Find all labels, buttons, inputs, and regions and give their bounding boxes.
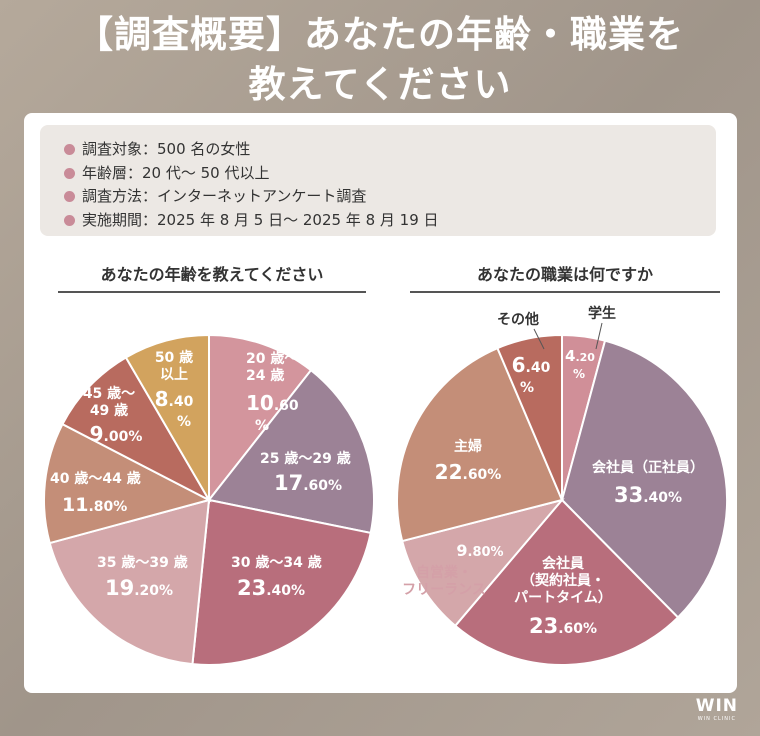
pie-0-label-2-value: 23.40% xyxy=(237,576,305,600)
pie-0-label-5-name: 49 歳 xyxy=(90,402,128,419)
pie-1-label-4-name: 主婦 xyxy=(454,438,482,455)
pie-charts: 20 歳〜24 歳 10.60% 25 歳〜29 歳 17.60% 30 歳〜34 歳 2… xyxy=(43,305,728,666)
win-clinic-logo: WIN WIN CLINIC xyxy=(696,696,738,722)
pie-0-label-5-value: 9.00% xyxy=(90,422,143,446)
pie-0-label-6-value: 8.40 xyxy=(155,387,194,411)
pie-1-slice-2 xyxy=(453,498,680,666)
svg-text:%: % xyxy=(520,380,534,396)
summary-item-age-range: 年齢層：20 代〜 50 代以上 xyxy=(64,162,716,186)
pie-0-label-3: 35 歳〜39 歳 19.20% xyxy=(97,554,188,600)
pie-1-label-1: 会社員（正社員） 33.40% xyxy=(592,459,704,507)
pie-0-label-1: 25 歳〜29 歳 17.60% xyxy=(260,450,351,495)
pie-0-slice-0 xyxy=(208,333,313,503)
pie-0-label-5: 45 歳〜49 歳 9.00% xyxy=(83,385,143,446)
pie-0-slice-5 xyxy=(61,356,212,503)
pie-0-label-6-name: 50 歳 xyxy=(155,349,193,366)
pie-1-label-3: 自営業・フリーランス 9.80% xyxy=(402,541,503,598)
pie-0-slice-2 xyxy=(191,498,372,666)
pie-0-label-5-name: 45 歳〜 xyxy=(83,385,135,402)
survey-summary: 調査対象：500 名の女性 年齢層：20 代〜 50 代以上 調査方法：インター… xyxy=(40,125,716,236)
pie-1-label-1-name: 会社員（正社員） xyxy=(592,459,704,476)
pie-0-label-0-name: 24 歳 xyxy=(246,367,284,384)
pie-1-label-2-name: 会社員 xyxy=(542,555,584,572)
pie-1-label-4: 主婦 22.60% xyxy=(435,438,502,484)
svg-text:%: % xyxy=(177,414,191,430)
pie-0-label-2-name: 30 歳〜34 歳 xyxy=(231,554,322,571)
pie-1-label-2-name: （契約社員・ xyxy=(521,572,605,589)
pie-1-label-5-value: 6.40 xyxy=(512,353,551,377)
pie-0-slice-3 xyxy=(48,498,211,666)
pie-0-label-6: 50 歳以上 8.40% xyxy=(155,349,194,430)
pie-1-label-2-value: 23.60% xyxy=(529,614,597,638)
pie-0-label-3-name: 35 歳〜39 歳 xyxy=(97,554,188,571)
pie-0-label-0-value: 10.60 xyxy=(246,391,299,415)
page-title: 【調査概要】あなたの年齢・職業を 教えてください xyxy=(0,10,760,110)
summary-item-period: 実施期間：2025 年 8 月 5 日〜 2025 年 8 月 19 日 xyxy=(64,209,716,233)
title-line-2: 教えてください xyxy=(248,63,512,106)
pie-1-label-2-name: パートタイム） xyxy=(514,590,612,606)
pie-0-label-3-value: 19.20% xyxy=(105,576,173,600)
pie-1-slice-5 xyxy=(496,333,563,501)
pie-1-slice-1 xyxy=(560,339,728,619)
content-card: 調査対象：500 名の女性 年齢層：20 代〜 50 代以上 調査方法：インター… xyxy=(24,113,737,693)
pie-1-label-5: その他 6.40% xyxy=(497,311,551,396)
pie-0-slice-4 xyxy=(43,422,212,545)
pie-0-label-1-value: 17.60% xyxy=(274,471,342,495)
pie-1-label-1-value: 33.40% xyxy=(614,483,682,507)
pie-1-label-0-name: 学生 xyxy=(588,305,616,322)
logo-main: WIN xyxy=(695,696,738,716)
pie-1-label-2: 会社員（契約社員・パートタイム） 23.60% xyxy=(514,555,612,638)
pie-0-label-4: 40 歳〜44 歳 11.80% xyxy=(50,470,141,516)
pie-1-label-3-value: 9.80% xyxy=(456,541,503,560)
pie-1-slice-4 xyxy=(396,346,564,543)
pie-0-label-4-name: 40 歳〜44 歳 xyxy=(50,470,141,487)
age-chart-title: あなたの年齢を教えてください xyxy=(58,261,366,293)
pie-1-label-3-name: フリーランス xyxy=(402,582,486,598)
pie-0-slice-1 xyxy=(207,368,375,535)
pie-0-label-1-name: 25 歳〜29 歳 xyxy=(260,450,351,467)
pie-1-label-5-name: その他 xyxy=(497,311,539,328)
summary-item-method: 調査方法：インターネットアンケート調査 xyxy=(64,185,716,209)
pie-1-label-0: 学生 4.20% xyxy=(565,305,616,381)
summary-item-target: 調査対象：500 名の女性 xyxy=(64,138,716,162)
pie-0-label-0-name: 20 歳〜 xyxy=(246,350,298,367)
pie-0-label-0: 20 歳〜24 歳 10.60% xyxy=(246,350,299,434)
pie-0-label-6-name: 以上 xyxy=(160,367,188,383)
logo-sub: WIN CLINIC xyxy=(697,716,736,722)
pie-1-label-4-value: 22.60% xyxy=(435,460,502,484)
pie-0-label-2: 30 歳〜34 歳 23.40% xyxy=(231,554,322,600)
pie-0-slice-6 xyxy=(124,333,210,504)
pie-1-label-3-name: 自営業・ xyxy=(416,564,472,581)
pie-0-label-4-value: 11.80% xyxy=(62,494,127,516)
occupation-chart-title: あなたの職業は何ですか xyxy=(410,261,720,293)
title-line-1: 【調査概要】あなたの年齢・職業を xyxy=(76,13,684,56)
svg-text:%: % xyxy=(573,367,585,381)
pie-1-label-0-value: 4.20 xyxy=(565,347,595,365)
svg-text:%: % xyxy=(255,418,269,434)
